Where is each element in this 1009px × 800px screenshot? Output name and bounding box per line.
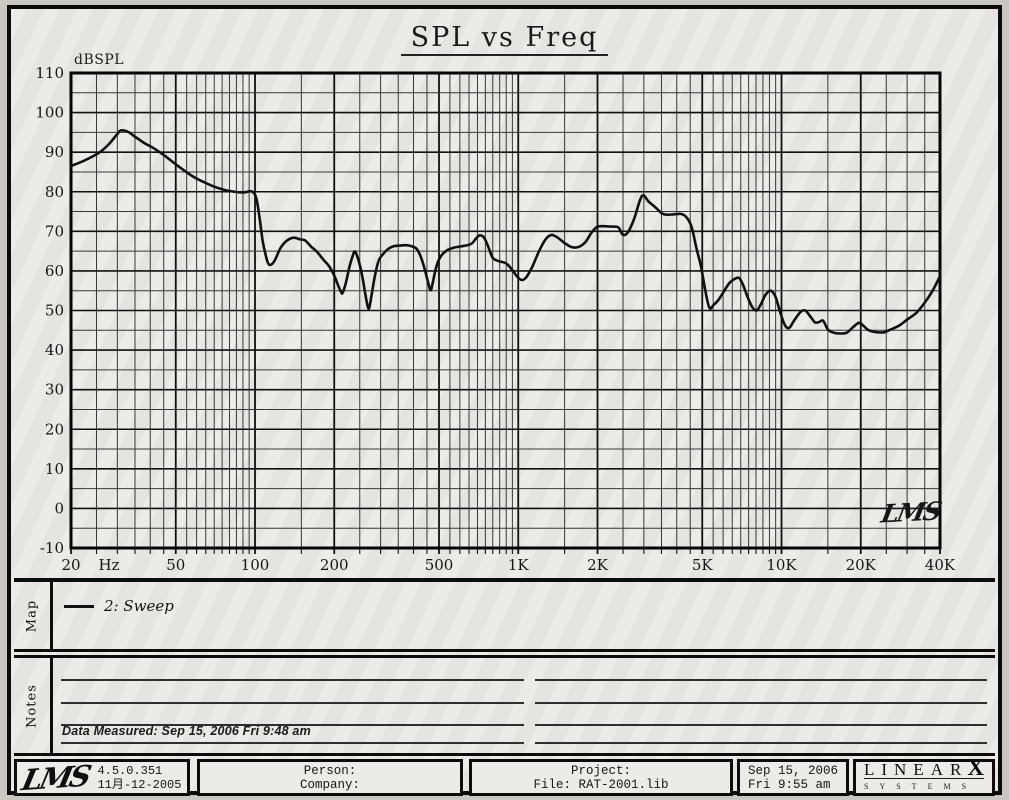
- svg-text:20: 20: [45, 420, 64, 438]
- svg-text:20: 20: [61, 556, 80, 574]
- svg-text:80: 80: [45, 183, 64, 201]
- legend-row: 2: Sweep: [64, 597, 174, 615]
- svg-text:90: 90: [45, 143, 64, 161]
- sheet-border: SPL vs Freq dBSPL 110 100 90 80 70 60 50 40 30 20…: [7, 5, 1002, 797]
- horizontal-gridlines: [71, 72, 940, 549]
- notes-rule: [61, 702, 524, 704]
- sweep-curve: [69, 129, 942, 335]
- app-version: 4.5.0.351: [97, 763, 163, 778]
- notes-rule: [535, 724, 987, 726]
- footer: LMS 4.5.0.351 11月-12-2005 Person: Compan…: [14, 755, 995, 797]
- notes-rule: [61, 742, 524, 744]
- chart-area: SPL vs Freq dBSPL 110 100 90 80 70 60 50 40 30 20…: [14, 12, 995, 578]
- notes-rule: [61, 679, 524, 681]
- chart-title: SPL vs Freq: [14, 22, 995, 56]
- y-axis-unit-label: dBSPL: [74, 52, 125, 68]
- map-label: Map: [24, 599, 40, 632]
- notes-rule: [535, 742, 987, 744]
- svg-text:50: 50: [45, 302, 64, 320]
- svg-text:-10: -10: [40, 539, 64, 557]
- notes-label: Notes: [24, 683, 40, 728]
- legend-line-swatch: [64, 604, 94, 608]
- svg-text:70: 70: [45, 222, 64, 240]
- svg-text:10K: 10K: [766, 556, 797, 574]
- footer-brand-cell: LINEAR X SYSTEMS: [853, 755, 995, 796]
- notes-rule: [535, 679, 987, 681]
- svg-text:200: 200: [320, 556, 349, 574]
- svg-text:1K: 1K: [508, 556, 530, 574]
- svg-text:5K: 5K: [692, 556, 714, 574]
- svg-text:60: 60: [45, 262, 64, 280]
- svg-text:0: 0: [54, 499, 64, 517]
- x-axis-unit-label: Hz: [99, 556, 120, 574]
- footer-project-cell: Project: File: RAT-2001.lib: [469, 759, 733, 796]
- map-band: Map 2: Sweep: [14, 578, 995, 652]
- file-label: File: RAT-2001.lib: [533, 777, 669, 792]
- legend-label: 2: Sweep: [104, 597, 174, 615]
- linearx-logo: LINEAR X SYSTEMS: [856, 755, 992, 794]
- data-measured-note: Data Measured: Sep 15, 2006 Fri 9:48 am: [62, 724, 311, 738]
- brand-x: X: [967, 755, 984, 780]
- notes-label-box: Notes: [14, 658, 53, 753]
- brand-word: LINEAR: [864, 760, 969, 779]
- x-axis-tick-labels: 20 50 100 200 500 1K 2K 5K 10K 20K 40K Hz: [61, 556, 955, 574]
- notes-rule: [535, 702, 987, 704]
- plot-frame: [69, 71, 942, 550]
- notes-rule: [61, 724, 524, 726]
- lms-watermark: LMS: [878, 496, 943, 529]
- footer-date-cell: Sep 15, 2006 Fri 9:55 am: [737, 759, 849, 796]
- svg-text:2K: 2K: [587, 556, 609, 574]
- map-label-box: Map: [14, 582, 53, 649]
- print-time: Fri 9:55 am: [747, 777, 831, 792]
- svg-text:20K: 20K: [846, 556, 877, 574]
- footer-person-cell: Person: Company:: [197, 759, 463, 796]
- svg-text:500: 500: [425, 556, 454, 574]
- svg-text:100: 100: [35, 104, 64, 122]
- svg-text:30: 30: [45, 381, 64, 399]
- notes-band: Notes Data Measured: Sep 15, 2006 Fri 9:…: [14, 655, 995, 756]
- brand-subtitle: SYSTEMS: [864, 778, 984, 794]
- project-label: Project:: [570, 763, 631, 778]
- app-version-date: 11月-12-2005: [97, 777, 182, 792]
- company-label: Company:: [299, 777, 360, 792]
- lms-logo: LMS: [18, 758, 92, 797]
- person-label: Person:: [303, 763, 357, 778]
- svg-text:110: 110: [35, 64, 64, 82]
- footer-version-cell: LMS 4.5.0.351 11月-12-2005: [14, 758, 190, 797]
- svg-text:100: 100: [241, 556, 270, 574]
- print-date: Sep 15, 2006: [747, 763, 838, 778]
- svg-text:50: 50: [166, 556, 185, 574]
- svg-text:40: 40: [45, 341, 64, 359]
- svg-text:40K: 40K: [925, 556, 956, 574]
- svg-text:10: 10: [45, 460, 64, 478]
